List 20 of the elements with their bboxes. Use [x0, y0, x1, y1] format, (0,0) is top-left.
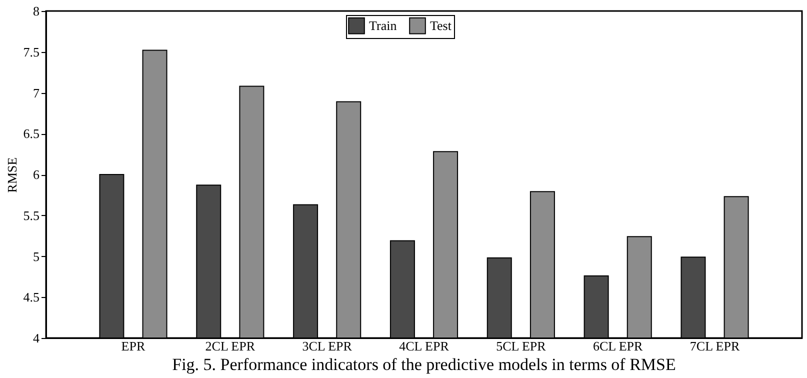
x-tick-label: 7CL EPR	[690, 338, 740, 354]
y-axis-title: RMSE	[4, 157, 20, 193]
y-tick-label: 7.5	[23, 44, 40, 60]
x-tick-label: 4CL EPR	[399, 338, 450, 354]
y-tick-label: 4	[33, 330, 40, 346]
y-tick-label: 7	[33, 85, 40, 100]
legend-label: Train	[369, 18, 398, 33]
x-tick-label: 6CL EPR	[592, 338, 644, 354]
y-tick-label: 6	[33, 167, 40, 182]
legend-label: Test	[430, 18, 452, 33]
y-tick-label: 5	[33, 248, 40, 264]
x-tick-label: EPR	[121, 338, 146, 354]
y-tick-label: 5.5	[23, 208, 40, 223]
y-tick-label: 8	[33, 4, 40, 18]
y-tick-label: 6.5	[23, 126, 40, 142]
y-tick-label: 4.5	[23, 290, 40, 305]
caption: Fig. 5. Performance indicators of the predictive models in terms of RMSE	[172, 355, 676, 374]
x-tick-label: 2CL EPR	[205, 338, 256, 354]
x-tick-label: 5CL EPR	[496, 338, 546, 354]
x-tick-label: 3CL EPR	[302, 338, 352, 354]
